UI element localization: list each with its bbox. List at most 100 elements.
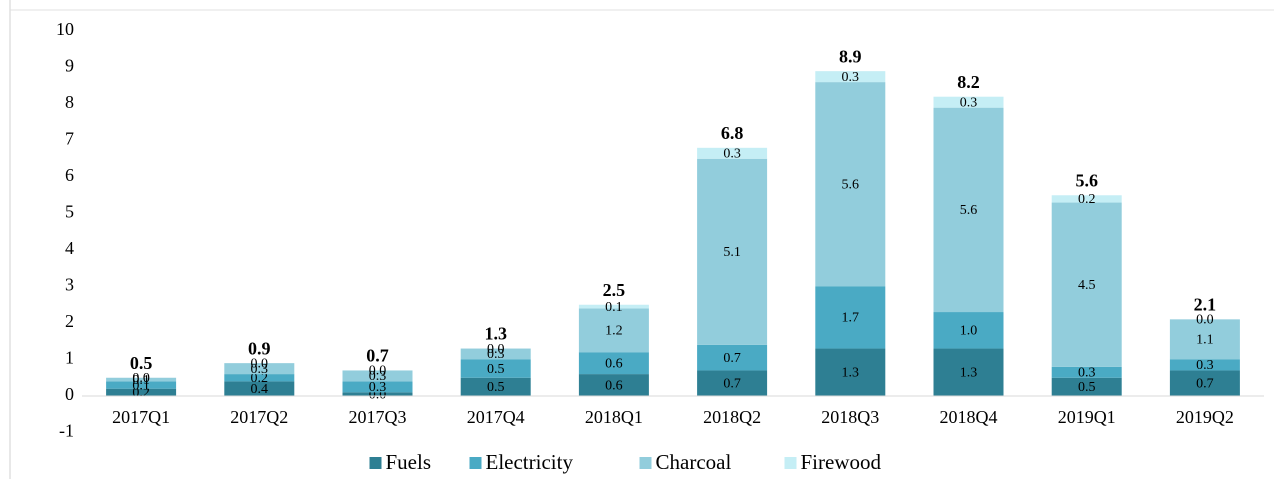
total-label: 8.9 [839, 46, 862, 66]
bar-segment [1169, 319, 1240, 360]
value-label: 1.0 [960, 324, 978, 339]
value-label: 0.3 [369, 369, 387, 384]
legend-label: Charcoal [656, 450, 732, 474]
bar-segment [224, 374, 295, 382]
y-tick-label: 2 [65, 311, 74, 331]
x-tick-label: 2019Q2 [1176, 407, 1234, 427]
value-label: 0.2 [251, 371, 269, 386]
total-label: 6.8 [721, 123, 744, 143]
value-label: 0.3 [251, 362, 269, 377]
bar-segment [815, 286, 886, 349]
value-label: 0.3 [723, 146, 741, 161]
value-label: 5.6 [960, 203, 978, 218]
value-label: 0.5 [1078, 380, 1096, 395]
bar-segment [578, 308, 649, 353]
bar-segment [1051, 377, 1122, 396]
legend-label: Electricity [486, 450, 574, 474]
y-tick-label: 5 [65, 202, 74, 222]
value-label: 1.3 [960, 365, 978, 380]
value-label: 1.1 [1196, 333, 1214, 348]
value-label: 0.5 [487, 380, 505, 395]
x-tick-label: 2017Q4 [467, 407, 525, 427]
x-tick-label: 2017Q1 [112, 407, 170, 427]
x-tick-label: 2018Q2 [703, 407, 761, 427]
y-tick-label: 3 [65, 275, 74, 295]
bar-segment [224, 381, 295, 396]
y-tick-label: 1 [65, 348, 74, 368]
value-label: 0.3 [960, 95, 978, 110]
y-tick-label: 10 [56, 19, 74, 39]
value-label: 0.4 [251, 382, 269, 397]
bar-segment [106, 388, 177, 396]
x-tick-label: 2019Q1 [1058, 407, 1116, 427]
bar-segment [342, 381, 413, 393]
value-label: 4.5 [1078, 278, 1096, 293]
value-label: 0.3 [1196, 358, 1214, 373]
total-label: 1.3 [484, 324, 507, 344]
bar-segment [697, 344, 768, 371]
value-label: 0.0 [132, 371, 150, 386]
y-tick-label: 7 [65, 129, 74, 149]
y-tick-label: 6 [65, 165, 74, 185]
value-label: 1.7 [842, 311, 860, 326]
x-tick-label: 2017Q2 [230, 407, 288, 427]
value-label: 0.6 [605, 356, 623, 371]
x-tick-label: 2018Q4 [940, 407, 998, 427]
value-label: 0.0 [369, 364, 387, 379]
value-label: 1.3 [842, 365, 860, 380]
bar-segment [578, 374, 649, 396]
value-label: 0.7 [1196, 376, 1214, 391]
bar-segment [1051, 202, 1122, 367]
bar-segment [106, 377, 177, 382]
bar-segment [578, 352, 649, 375]
bar-segment [342, 392, 413, 396]
total-label: 0.9 [248, 338, 271, 358]
bar-segment [815, 71, 886, 83]
value-label: 0.3 [487, 347, 505, 362]
y-tick-label: 9 [65, 56, 74, 76]
bar-segment [815, 82, 886, 287]
total-label: 5.6 [1075, 170, 1098, 190]
x-tick-label: 2018Q1 [585, 407, 643, 427]
bar-segment [578, 304, 649, 309]
y-tick-label: 0 [65, 384, 74, 404]
legend-swatch [639, 457, 652, 469]
total-label: 0.5 [130, 353, 153, 373]
bar-segment [815, 348, 886, 396]
total-label: 8.2 [957, 72, 980, 92]
y-tick-label: -1 [59, 421, 74, 441]
bar-segment [460, 348, 531, 360]
bar-segment [106, 381, 177, 389]
bar-segment [1051, 366, 1122, 378]
total-label: 0.7 [366, 346, 389, 366]
bar-segment [933, 348, 1004, 396]
value-label: 5.1 [723, 245, 741, 260]
legend-label: Firewood [801, 450, 882, 474]
value-label: 0.1 [132, 373, 150, 388]
bar-segment [697, 158, 768, 345]
bar-segment [1169, 370, 1240, 396]
value-label: 0.0 [487, 342, 505, 357]
value-label: 0.0 [251, 356, 269, 371]
total-label: 2.1 [1194, 294, 1217, 314]
value-label: 0.3 [369, 380, 387, 395]
value-label: 0.7 [723, 351, 741, 366]
value-label: 0.0 [1196, 313, 1214, 328]
legend-swatch [369, 457, 382, 469]
value-label: 0.6 [605, 378, 623, 393]
bar-segment [933, 96, 1004, 108]
bar-segment [460, 359, 531, 378]
value-label: 0.3 [1078, 365, 1096, 380]
value-label: 0.3 [842, 70, 860, 85]
x-tick-label: 2018Q3 [821, 407, 879, 427]
value-label: 0.2 [132, 386, 150, 401]
y-tick-label: 4 [65, 238, 74, 258]
bar-segment [1051, 195, 1122, 203]
value-label: 0.5 [487, 362, 505, 377]
bar-segment [697, 370, 768, 396]
value-label: 0.1 [132, 378, 150, 393]
bar-segment [697, 147, 768, 159]
value-label: 0.1 [605, 300, 623, 315]
value-label: 0.7 [723, 376, 741, 391]
